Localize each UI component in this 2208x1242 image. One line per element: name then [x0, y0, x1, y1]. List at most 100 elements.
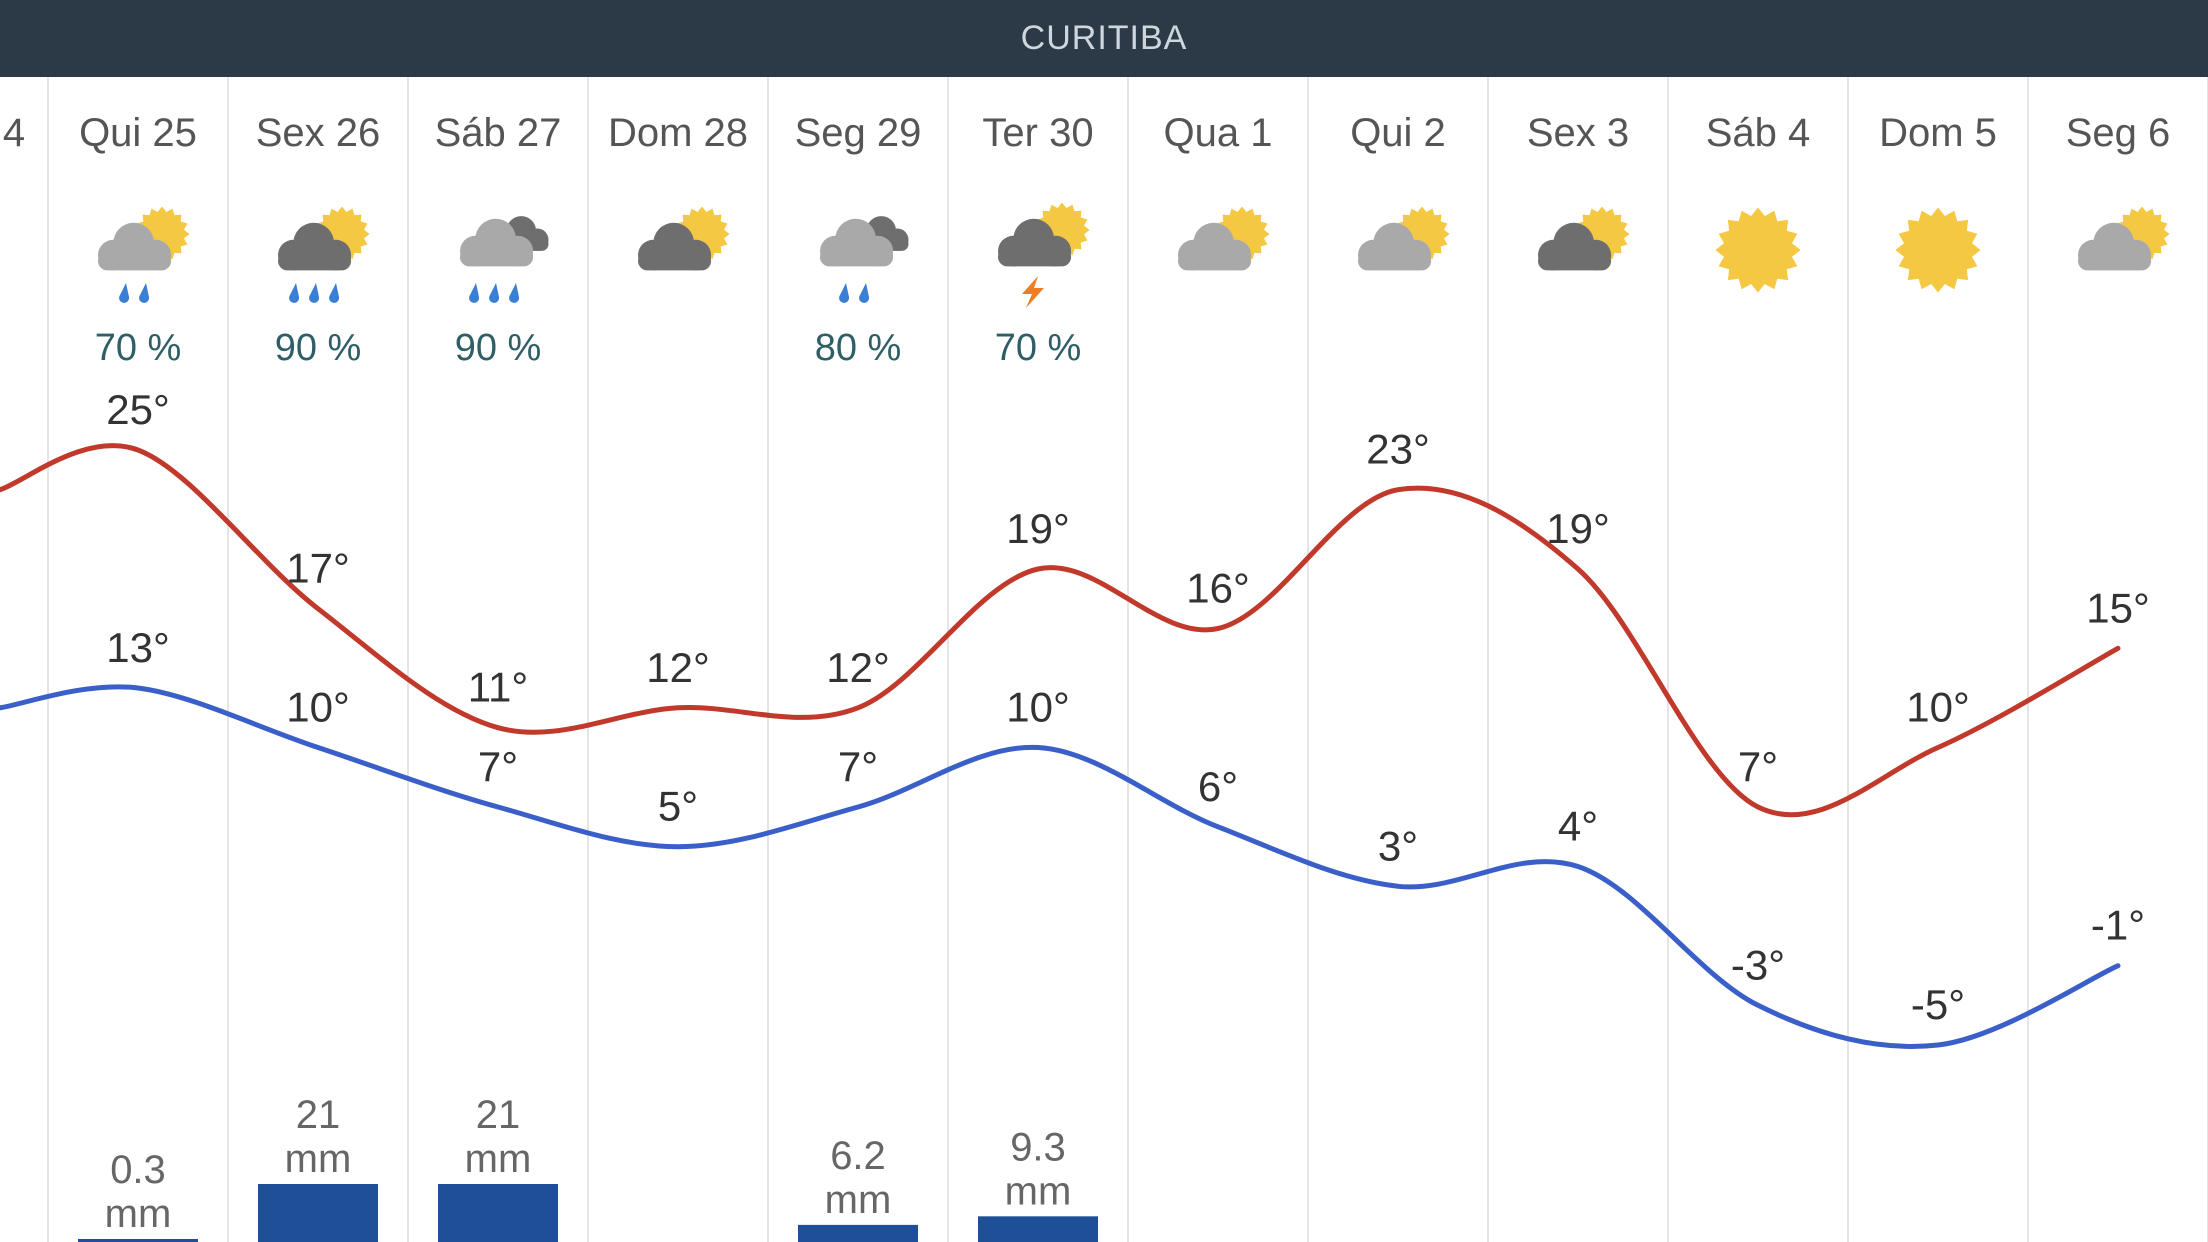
precip-probability: 70 %: [995, 327, 1082, 369]
sun-shape: [1715, 207, 1801, 293]
min-temp-label: 10°: [1006, 684, 1070, 731]
rain-drop: [139, 283, 150, 303]
precip-probability: 70 %: [95, 327, 182, 369]
cloud-shape: [98, 222, 172, 271]
precip-bar: [798, 1224, 918, 1242]
cloud-shape: [820, 218, 894, 267]
max-temp-label: 11°: [468, 664, 528, 711]
max-temp-label: 25°: [106, 386, 170, 433]
thunderstorm-icon: [998, 202, 1090, 308]
min-temp-label: -5°: [1911, 981, 1965, 1028]
day-label: Sáb 4: [1706, 111, 1811, 155]
rain-drop: [859, 283, 870, 303]
day-label: Dom 5: [1879, 111, 1997, 155]
day-label: Qui 25: [79, 111, 197, 155]
max-temp-label: 23°: [1366, 426, 1430, 473]
day-label: Sáb 27: [435, 111, 562, 155]
precip-value-label: 21: [296, 1093, 341, 1137]
lightning-bolt: [1022, 276, 1044, 308]
precip-value-label: 9.3: [1010, 1125, 1066, 1169]
sunny-icon: [1895, 207, 1981, 293]
min-temp-label: 6°: [1198, 763, 1238, 810]
partly-cloudy-icon: [2078, 206, 2170, 271]
min-temp-label: -3°: [1731, 941, 1785, 988]
sun-disc: [1724, 216, 1792, 284]
city-header: CURITIBA: [0, 0, 2208, 77]
cloud-base: [2078, 251, 2152, 271]
max-temp-label: 10°: [1906, 684, 1970, 731]
day-label: Seg 6: [2066, 111, 2171, 155]
min-temp-label: 13°: [106, 624, 170, 671]
cloud-base: [98, 251, 172, 271]
rain-drops: [839, 283, 870, 303]
precip-probability: 90 %: [455, 327, 542, 369]
rain-drop: [509, 283, 520, 303]
cloud-shape: [638, 222, 712, 271]
rain-drop: [289, 283, 300, 303]
cloudy-rain-icon: [820, 216, 909, 303]
partly-cloudy-icon: [638, 206, 730, 271]
rain-drops: [119, 283, 150, 303]
cloud-base: [278, 251, 352, 271]
rain-drop: [119, 283, 130, 303]
forecast-chart: 4 Qui 25 Sex 26 Sáb 27 Dom 28 Seg 29 Ter 30 Qua…: [0, 77, 2208, 1242]
cloud-base: [1538, 251, 1612, 271]
rain-drop: [469, 283, 480, 303]
day-label: Qui 2: [1350, 111, 1446, 155]
cloud-base: [1358, 251, 1432, 271]
max-temp-label: 19°: [1546, 505, 1610, 552]
max-temp-label: 12°: [646, 644, 710, 691]
cloud-shape: [1178, 222, 1252, 271]
precip-probability: 80 %: [815, 327, 902, 369]
max-temp-label: 19°: [1006, 505, 1070, 552]
partly-cloudy-rain-icon: [98, 206, 190, 303]
rain-drop: [329, 283, 340, 303]
cloud-shape: [278, 222, 352, 271]
day-label: Dom 28: [608, 111, 748, 155]
city-title: CURITIBA: [1020, 19, 1188, 57]
partly-cloudy-icon: [1358, 206, 1450, 271]
partial-day-label: 4: [3, 111, 25, 155]
rain-drop: [839, 283, 850, 303]
max-temp-label: 16°: [1186, 565, 1250, 612]
cloudy-rain-icon: [460, 216, 549, 303]
precip-unit-label: mm: [105, 1192, 172, 1236]
sunny-icon: [1715, 207, 1801, 293]
precip-unit-label: mm: [285, 1137, 352, 1181]
sun-disc: [1904, 216, 1972, 284]
cloud-base: [820, 247, 894, 267]
partly-cloudy-heavy-rain-icon: [278, 206, 370, 303]
min-temp-label: 10°: [286, 684, 350, 731]
day-label: Seg 29: [795, 111, 922, 155]
rain-drop: [309, 283, 320, 303]
cloud-shape: [998, 218, 1072, 267]
max-temp-label: 17°: [286, 545, 350, 592]
min-temp-label: 7°: [478, 743, 518, 790]
precip-unit-label: mm: [1005, 1169, 1072, 1213]
cloud-shape: [1538, 222, 1612, 271]
precip-probability: 90 %: [275, 327, 362, 369]
day-label: Qua 1: [1164, 111, 1273, 155]
partly-cloudy-icon: [1178, 206, 1270, 271]
sun-shape: [1895, 207, 1981, 293]
precip-bar: [258, 1184, 378, 1242]
max-temp-label: 15°: [2086, 584, 2150, 631]
cloud-base: [1178, 251, 1252, 271]
day-label: Ter 30: [982, 111, 1093, 155]
precip-value-label: 6.2: [830, 1134, 886, 1178]
min-temp-label: 3°: [1378, 822, 1418, 869]
min-temp-line: [0, 684, 2121, 1049]
cloud-shape: [2078, 222, 2152, 271]
day-label: Sex 26: [256, 111, 381, 155]
day-label: Sex 3: [1527, 111, 1629, 155]
precip-value-label: 21: [476, 1093, 521, 1137]
cloud-base: [998, 247, 1072, 267]
max-temp-label: 7°: [1738, 743, 1778, 790]
precip-bar: [978, 1216, 1098, 1242]
precip-bar: [438, 1184, 558, 1242]
precip-unit-label: mm: [465, 1137, 532, 1181]
min-temp-label: 7°: [838, 743, 878, 790]
rain-drops: [469, 283, 520, 303]
cloud-shape: [1358, 222, 1432, 271]
precip-value-label: 0.3: [110, 1148, 166, 1192]
